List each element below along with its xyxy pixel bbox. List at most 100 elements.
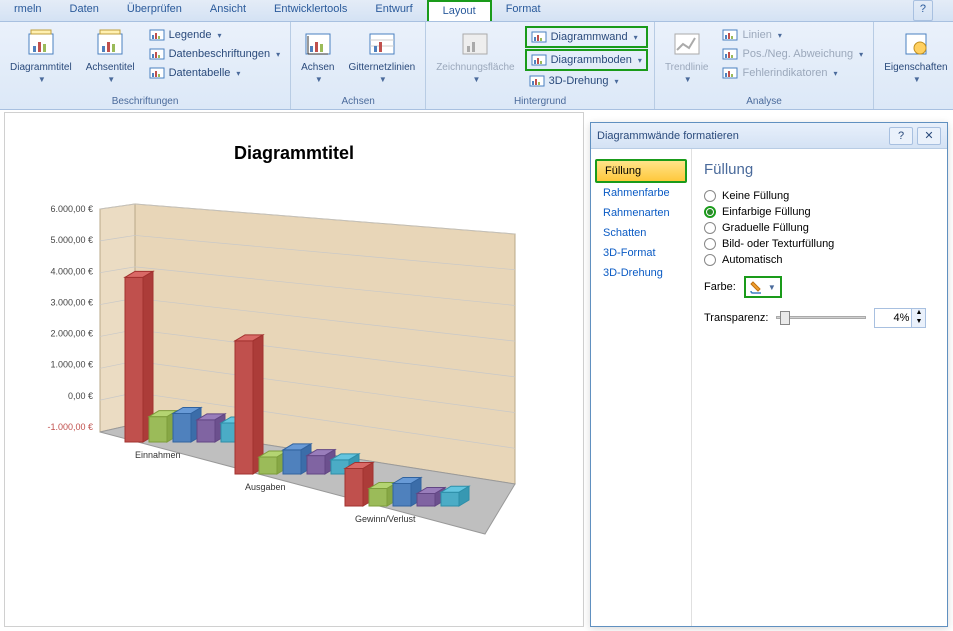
dialog-help-button[interactable]: ? <box>889 127 913 145</box>
legende-button[interactable]: Legende▾ <box>145 26 285 44</box>
posneg-icon <box>722 46 738 62</box>
ribbon-group-Hintergrund: Zeichnungsfläche▼Diagrammwand▾Diagrammbo… <box>426 22 655 109</box>
chevron-down-icon: ▼ <box>472 75 480 84</box>
menu-tab-format[interactable]: Format <box>492 0 555 21</box>
transparency-spinner[interactable]: ▲▼ <box>874 308 926 328</box>
chevron-down-icon: ▾ <box>236 69 240 78</box>
datenbeschriftungen-icon <box>149 46 165 62</box>
diagrammtitel-icon <box>25 28 57 60</box>
menu-tab-daten[interactable]: Daten <box>56 0 113 21</box>
fehlerindikatoren-button: Fehlerindikatoren▾ <box>718 64 867 82</box>
radio-bild--oder-texturfüllung[interactable]: Bild- oder Texturfüllung <box>704 238 935 250</box>
svg-text:3.000,00 €: 3.000,00 € <box>50 297 93 307</box>
radio-einfarbige-füllung[interactable]: Einfarbige Füllung <box>704 206 935 218</box>
3d-drehung-button[interactable]: 3D-Drehung▾ <box>525 72 648 90</box>
dialog-title: Diagrammwände formatieren <box>597 130 885 142</box>
dialog-titlebar: Diagrammwände formatieren ? ✕ <box>591 123 947 149</box>
svg-text:2.000,00 €: 2.000,00 € <box>50 329 93 339</box>
chevron-down-icon: ▼ <box>315 75 323 84</box>
eigenschaften-icon <box>900 28 932 60</box>
sidebar-item-rahmenfarbe[interactable]: Rahmenfarbe <box>595 183 687 203</box>
diagrammwand-icon <box>531 29 547 45</box>
radio-icon <box>704 254 716 266</box>
menu-tab-rmeln[interactable]: rmeln <box>0 0 56 21</box>
eigenschaften-button[interactable]: Eigenschaften▼ <box>878 24 953 107</box>
spin-up[interactable]: ▲ <box>911 309 925 318</box>
chevron-down-icon: ▾ <box>615 77 619 86</box>
help-icon[interactable]: ? <box>913 0 933 21</box>
achsen-icon <box>302 28 334 60</box>
chart-title: Diagrammtitel <box>15 143 573 164</box>
menu-tab-entwicklertools[interactable]: Entwicklertools <box>260 0 361 21</box>
svg-text:1.000,00 €: 1.000,00 € <box>50 360 93 370</box>
format-dialog: Diagrammwände formatieren ? ✕ FüllungRah… <box>590 122 948 627</box>
svg-text:4.000,00 €: 4.000,00 € <box>50 266 93 276</box>
diagrammboden-button[interactable]: Diagrammboden▾ <box>525 49 648 71</box>
radio-icon <box>704 222 716 234</box>
sidebar-item-3d-format[interactable]: 3D-Format <box>595 243 687 263</box>
menu-tabs: rmelnDatenÜberprüfenAnsichtEntwicklertoo… <box>0 0 953 22</box>
svg-text:5.000,00 €: 5.000,00 € <box>50 235 93 245</box>
posneg-button: Pos./Neg. Abweichung▾ <box>718 45 867 63</box>
ribbon-group-Analyse: Trendlinie▼Linien▾Pos./Neg. Abweichung▾F… <box>655 22 874 109</box>
linien-button: Linien▾ <box>718 26 867 44</box>
svg-text:Ausgaben: Ausgaben <box>245 482 286 492</box>
chevron-down-icon: ▼ <box>684 75 692 84</box>
diagrammwand-button[interactable]: Diagrammwand▾ <box>525 26 648 48</box>
radio-icon <box>704 206 716 218</box>
chevron-down-icon: ▾ <box>276 50 280 59</box>
ribbon-group-label: Analyse <box>655 95 873 108</box>
datentabelle-button[interactable]: Datentabelle▾ <box>145 64 285 82</box>
sidebar-item-schatten[interactable]: Schatten <box>595 223 687 243</box>
dialog-heading: Füllung <box>704 161 935 178</box>
transparency-slider[interactable] <box>776 310 866 326</box>
menu-tab-layout[interactable]: Layout <box>427 0 492 21</box>
ribbon-group-label: Achsen <box>291 95 425 108</box>
transparency-input[interactable] <box>875 312 911 324</box>
radio-automatisch[interactable]: Automatisch <box>704 254 935 266</box>
datenbeschriftungen-button[interactable]: Datenbeschriftungen▾ <box>145 45 285 63</box>
svg-text:Gewinn/Verlust: Gewinn/Verlust <box>355 514 416 524</box>
menu-tab-entwurf[interactable]: Entwurf <box>361 0 426 21</box>
gitternetzlinien-icon <box>366 28 398 60</box>
chart-3d: 6.000,00 €5.000,00 €4.000,00 €3.000,00 €… <box>15 194 555 564</box>
ribbon-group-label: Beschriftungen <box>0 95 290 108</box>
dialog-content: Füllung Keine Füllung Einfarbige Füllung G… <box>691 149 947 626</box>
svg-text:0,00 €: 0,00 € <box>68 391 93 401</box>
chart-area: Diagrammtitel 6.000,00 €5.000,00 €4.000,… <box>4 112 584 627</box>
chevron-down-icon: ▼ <box>107 75 115 84</box>
ribbon-group-misc: Eigenschaften▼ <box>874 22 953 109</box>
radio-keine-füllung[interactable]: Keine Füllung <box>704 190 935 202</box>
dialog-close-button[interactable]: ✕ <box>917 127 941 145</box>
chevron-down-icon: ▼ <box>913 75 921 84</box>
chevron-down-icon: ▾ <box>859 50 863 59</box>
spin-down[interactable]: ▼ <box>911 318 925 327</box>
ribbon-group-Achsen: Achsen▼Gitternetzlinien▼Achsen <box>291 22 426 109</box>
zeichnungsflaeche-icon <box>459 28 491 60</box>
menu-tab-überprüfen[interactable]: Überprüfen <box>113 0 196 21</box>
radio-icon <box>704 190 716 202</box>
chevron-down-icon: ▾ <box>634 33 638 42</box>
dialog-sidebar: FüllungRahmenfarbeRahmenartenSchatten3D-… <box>591 149 691 626</box>
svg-text:-1.000,00 €: -1.000,00 € <box>47 422 93 432</box>
sidebar-item-füllung[interactable]: Füllung <box>595 159 687 183</box>
radio-graduelle-füllung[interactable]: Graduelle Füllung <box>704 222 935 234</box>
ribbon: Diagrammtitel▼Achsentitel▼Legende▾Datenb… <box>0 22 953 110</box>
transparency-label: Transparenz: <box>704 312 768 324</box>
diagrammboden-icon <box>531 52 547 68</box>
ribbon-group-label: Hintergrund <box>426 95 654 108</box>
chevron-down-icon: ▼ <box>38 75 46 84</box>
color-label: Farbe: <box>704 281 736 293</box>
sidebar-item-3d-drehung[interactable]: 3D-Drehung <box>595 263 687 283</box>
3d-drehung-icon <box>529 73 545 89</box>
svg-text:Einnahmen: Einnahmen <box>135 450 181 460</box>
ribbon-group-Beschriftungen: Diagrammtitel▼Achsentitel▼Legende▾Datenb… <box>0 22 291 109</box>
fehlerindikatoren-icon <box>722 65 738 81</box>
sidebar-item-rahmenarten[interactable]: Rahmenarten <box>595 203 687 223</box>
legende-icon <box>149 27 165 43</box>
menu-tab-ansicht[interactable]: Ansicht <box>196 0 260 21</box>
color-picker-button[interactable]: ▼ <box>744 276 782 298</box>
achsentitel-icon <box>94 28 126 60</box>
radio-icon <box>704 238 716 250</box>
trendlinie-icon <box>671 28 703 60</box>
